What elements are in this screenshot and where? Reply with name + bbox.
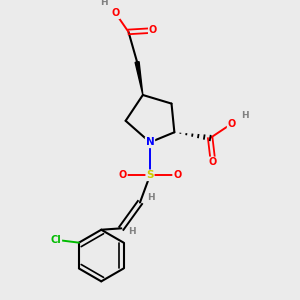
Text: O: O — [118, 170, 127, 180]
Text: O: O — [112, 8, 120, 18]
Text: Cl: Cl — [51, 235, 61, 245]
Text: O: O — [149, 26, 157, 35]
Text: N: N — [146, 137, 154, 147]
Text: O: O — [228, 119, 236, 129]
Text: H: H — [148, 193, 155, 202]
Text: H: H — [100, 0, 107, 7]
Polygon shape — [135, 62, 143, 95]
Text: O: O — [173, 170, 182, 180]
Text: H: H — [128, 227, 136, 236]
Text: H: H — [241, 111, 248, 120]
Text: S: S — [146, 170, 154, 180]
Text: O: O — [209, 158, 217, 167]
